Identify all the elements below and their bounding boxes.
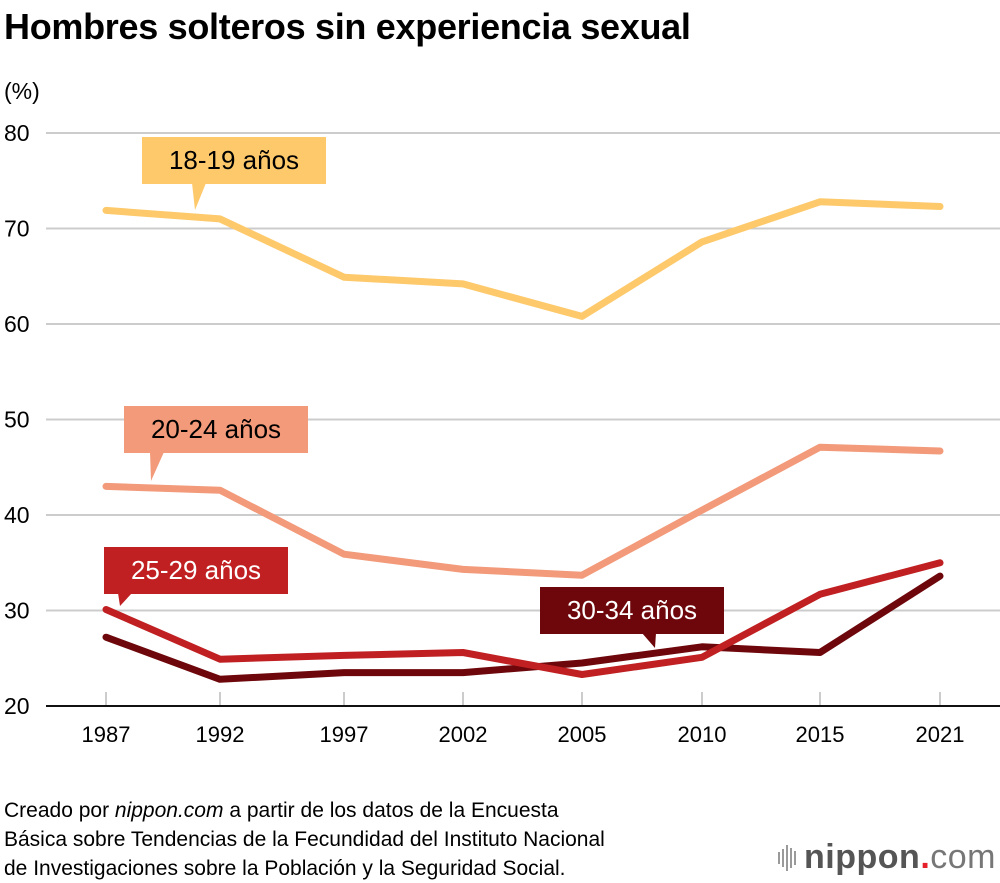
callout-box [540,587,724,634]
y-tick-label: 80 [4,120,30,146]
callout-18-19-a-os: 18-19 años [142,137,326,210]
series-line-18-19-a-os [102,198,944,320]
source-line-2: Básica sobre Tendencias de la Fecundidad… [4,828,605,851]
y-tick-label: 60 [4,311,30,337]
y-tick-label: 20 [4,693,30,719]
callout-pointer [192,183,206,210]
series-line-30-34-a-os [102,572,944,683]
series-line-25-29-a-os [102,559,944,678]
callout-box [104,547,288,594]
callout-pointer [642,633,656,648]
nippon-logo: nippon.com [778,838,996,877]
callout-pointer [150,452,164,481]
line-chart: 20 30 40 50 60 70 80 1987 1992 1997 2002 2005 2010 2… [4,120,1000,747]
chart-title: Hombres solteros sin experiencia sexual [4,6,691,47]
source-prefix: Creado por [4,799,115,822]
callout-label: 25-29 años [131,555,261,585]
y-axis-unit-label: (%) [4,78,40,104]
callout-20-24-a-os: 20-24 años [124,406,308,481]
series-lines [102,198,944,683]
source-line-1: Creado por nippon.com a partir de los da… [4,796,605,825]
gridlines [46,132,1000,707]
y-tick-label: 70 [4,216,30,242]
x-tick-label: 2005 [558,722,607,747]
callout-box [124,406,308,453]
y-axis-ticks: 20 30 40 50 60 70 80 [4,120,30,719]
x-tick-label: 2002 [439,722,488,747]
soundwave-icon [778,844,797,872]
y-tick-label: 30 [4,598,30,624]
logo-main: nippon [804,838,921,876]
y-tick-label: 40 [4,502,30,528]
source-brand: nippon.com [114,799,224,822]
series-callouts: 18-19 años 20-24 años 25-29 años 30-34 años [104,137,724,648]
series-line-20-24-a-os [102,443,944,579]
x-tick-label: 1992 [196,722,245,747]
callout-25-29-a-os: 25-29 años [104,547,288,606]
x-tick-label: 1987 [82,722,131,747]
x-axis-ticks: 1987 1992 1997 2002 2005 2010 2015 2021 [82,722,965,747]
logo-dot: . [920,838,931,876]
callout-label: 30-34 años [567,595,697,625]
source-line-1-rest: a partir de los datos de la Encuesta [223,799,559,822]
y-tick-label: 50 [4,407,30,433]
source-note: Creado por nippon.com a partir de los da… [4,796,605,883]
x-tick-label: 2010 [678,722,727,747]
callout-box [142,137,326,184]
source-line-3: de Investigaciones sobre la Población y … [4,857,566,880]
callout-label: 18-19 años [169,145,299,175]
logo-suffix: com [930,838,996,876]
logo-wordmark: nippon.com [804,838,996,877]
x-tick-label: 2015 [796,722,845,747]
callout-label: 20-24 años [151,414,281,444]
x-tick-label: 1997 [320,722,369,747]
callout-30-34-a-os: 30-34 años [540,587,724,648]
callout-pointer [118,593,132,606]
x-tick-label: 2021 [916,722,965,747]
